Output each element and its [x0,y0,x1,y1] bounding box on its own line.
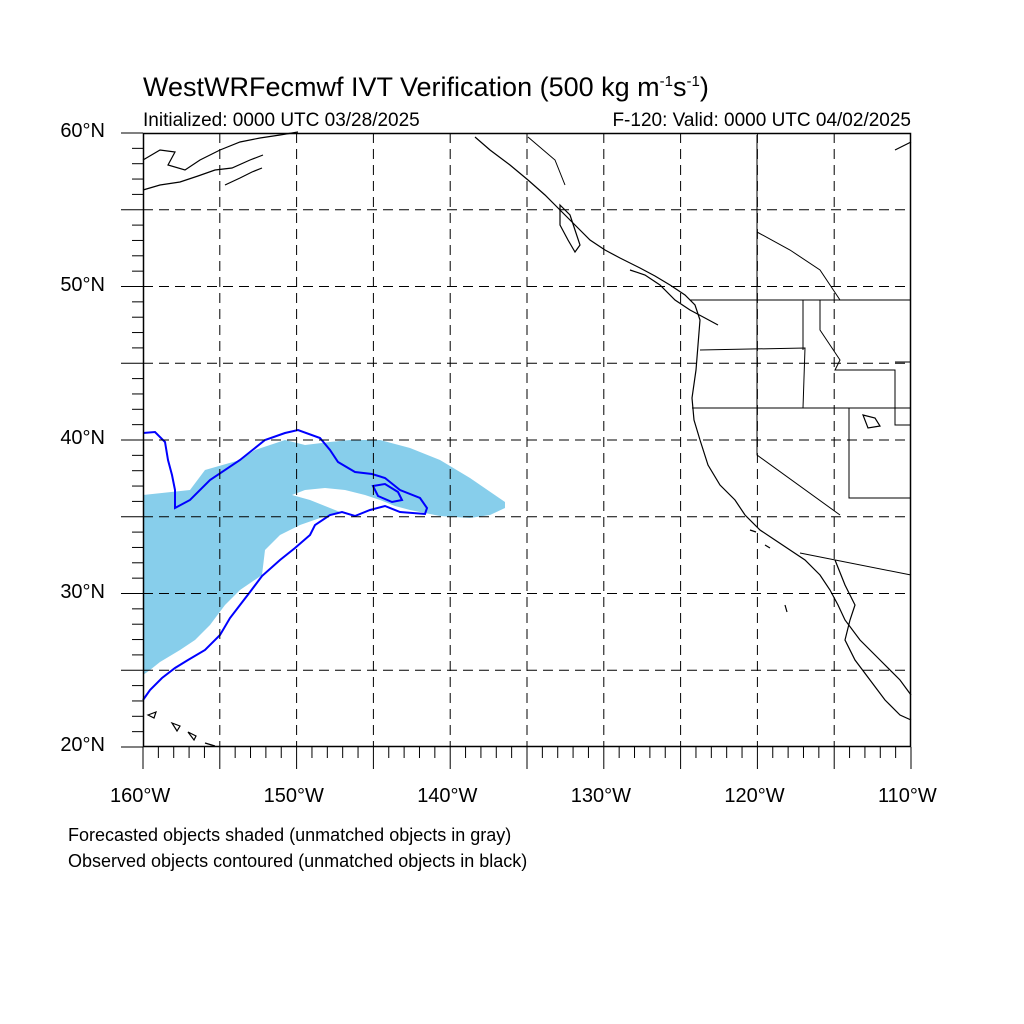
axis-ticks [121,132,912,769]
longitude-label: 140°W [417,785,478,807]
valid-time: F-120: Valid: 0000 UTC 04/02/2025 [612,110,911,131]
latitude-label: 40°N [60,427,105,449]
longitude-label: 120°W [724,785,785,807]
longitude-label: 130°W [570,785,632,807]
graticule [143,133,911,747]
legend-note-observed: Observed objects contoured (unmatched ob… [68,851,528,871]
initialized-time: Initialized: 0000 UTC 03/28/2025 [143,110,420,131]
coastline [142,131,912,747]
observed-object-contour [142,428,429,701]
legend-note-forecast: Forecasted objects shaded (unmatched obj… [68,825,512,845]
longitude-label: 150°W [263,785,324,807]
latitude-label: 50°N [60,273,105,296]
map-title: WestWRFecmwf IVT Verification (500 kg m-… [143,72,709,102]
latitude-label: 30°N [60,580,105,603]
map-frame [142,132,912,748]
state-boundaries [527,135,912,576]
longitude-label: 110°W [878,785,937,807]
forecast-object [143,440,505,675]
latitude-label: 60°N [60,120,105,142]
observed-object-inner-contour [371,482,404,504]
latitude-label: 20°N [60,734,105,756]
longitude-label: 160°W [110,785,171,807]
